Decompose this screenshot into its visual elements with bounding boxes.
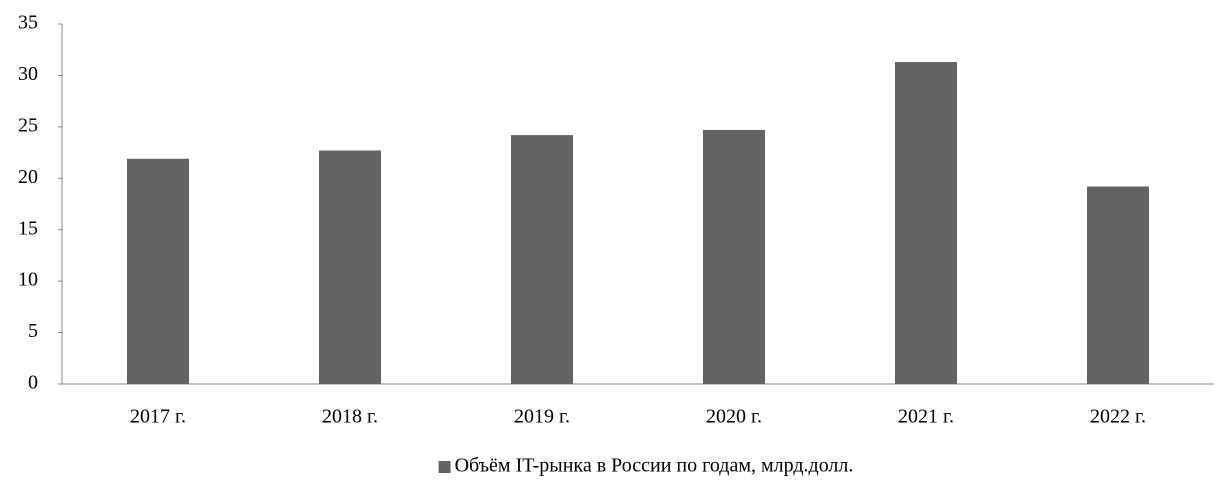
x-tick-label: 2022 г. <box>1090 406 1146 428</box>
y-tick-label: 30 <box>18 63 38 85</box>
bar <box>127 158 189 384</box>
y-tick-label: 25 <box>18 114 38 136</box>
y-tick-label: 35 <box>18 12 38 34</box>
x-tick-label: 2020 г. <box>706 406 762 428</box>
y-tick-label: 0 <box>28 372 38 394</box>
bar <box>319 150 381 384</box>
x-tick-label: 2018 г. <box>322 406 378 428</box>
legend-label: Объём IT-рынка в России по годам, млрд.д… <box>455 455 854 477</box>
x-tick-label: 2021 г. <box>898 406 954 428</box>
x-tick-label: 2019 г. <box>514 406 570 428</box>
bar <box>511 135 573 384</box>
bar <box>895 62 957 385</box>
legend-swatch <box>438 461 451 473</box>
y-tick-label: 15 <box>18 217 38 239</box>
y-tick-label: 5 <box>28 320 38 342</box>
bar <box>703 129 765 384</box>
y-tick-label: 10 <box>18 269 38 291</box>
y-tick-label: 20 <box>18 166 38 188</box>
x-tick-label: 2017 г. <box>130 406 186 428</box>
bar <box>1087 186 1149 384</box>
